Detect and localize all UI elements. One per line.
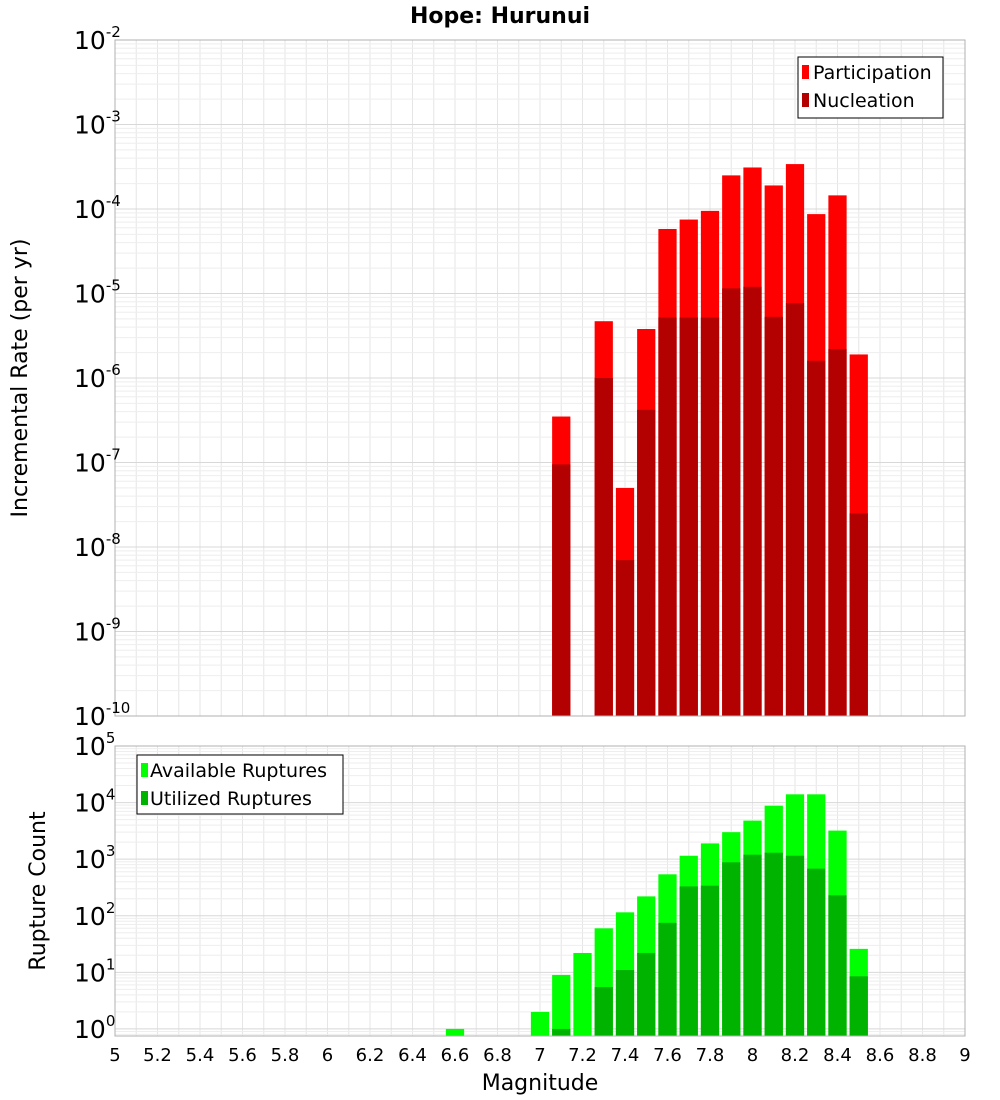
x-tick-label: 6.8 (483, 1045, 512, 1066)
count-y-axis-label: Rupture Count (26, 811, 51, 971)
x-tick-label: 7.2 (568, 1045, 597, 1066)
bar-nucleation (679, 317, 698, 716)
x-axis-label: Magnitude (482, 1071, 599, 1096)
legend-swatch-utilized (141, 791, 148, 805)
x-tick-label: 8.6 (866, 1045, 895, 1066)
x-tick-label: 7.4 (611, 1045, 640, 1066)
y-tick-label: 10-8 (74, 530, 121, 562)
bar-utilized-ruptures (743, 854, 762, 1036)
x-tick-label: 5.2 (143, 1045, 172, 1066)
y-tick-label: 105 (74, 729, 115, 761)
x-tick-label: 7.6 (653, 1045, 682, 1066)
bar-utilized-ruptures (552, 1028, 571, 1036)
bar-nucleation (828, 349, 847, 716)
bar-utilized-ruptures (849, 976, 868, 1036)
rate-bars (552, 164, 868, 717)
bar-utilized-ruptures (722, 862, 741, 1036)
bar-nucleation (722, 288, 741, 716)
y-tick-label: 10-5 (74, 277, 121, 309)
legend-label-participation: Participation (813, 62, 932, 84)
y-tick-label: 10-3 (74, 108, 121, 140)
y-tick-label: 10-10 (74, 699, 130, 731)
x-tick-label: 8.4 (823, 1045, 852, 1066)
bar-utilized-ruptures (785, 855, 805, 1036)
x-tick-label: 6.6 (441, 1045, 470, 1066)
y-tick-label: 10-2 (74, 23, 121, 55)
x-tick-label: 5.4 (186, 1045, 215, 1066)
rate-y-axis-label: Incremental Rate (per yr) (8, 239, 33, 518)
rate-legend: Participation Nucleation (797, 56, 944, 119)
bar-available-ruptures (573, 952, 592, 1036)
y-tick-label: 10-4 (74, 192, 121, 224)
x-tick-label: 8 (747, 1045, 758, 1066)
rate-y-tick-labels: 10-10 10-9 10-8 10-7 10-6 10-5 10-4 10-3 10-2 (74, 23, 130, 731)
y-tick-label: 101 (74, 955, 115, 987)
x-tick-label: 6 (322, 1045, 333, 1066)
x-tick-labels: 5 5.2 5.4 5.6 5.8 6 6.2 6.4 6.6 6.8 7 7.2 7.4 7.6 7.8 8… (109, 1045, 970, 1066)
bar-utilized-ruptures (594, 987, 613, 1036)
count-legend: Available Ruptures Utilized Ruptures (136, 754, 344, 815)
legend-label-utilized: Utilized Ruptures (150, 788, 312, 810)
y-tick-label: 10-6 (74, 361, 121, 393)
bar-nucleation (764, 316, 783, 716)
legend-swatch-nucleation (802, 93, 809, 107)
x-tick-label: 7 (534, 1045, 545, 1066)
y-tick-label: 10-7 (74, 446, 121, 478)
chart-title: Hope: Hurunui (410, 4, 590, 29)
bar-utilized-ruptures (679, 886, 698, 1036)
count-plot-frame (114, 745, 966, 1037)
x-tick-label: 5.6 (228, 1045, 257, 1066)
rate-panel: 10-10 10-9 10-8 10-7 10-6 10-5 10-4 10-3 10-2 In… (8, 23, 966, 731)
bar-nucleation (594, 378, 613, 716)
count-y-tick-labels: 100 101 102 103 104 105 (74, 729, 115, 1044)
x-tick-label: 5.8 (271, 1045, 300, 1066)
y-tick-label: 102 (74, 899, 115, 931)
count-bars (445, 794, 868, 1036)
legend-label-available: Available Ruptures (150, 760, 327, 782)
bar-utilized-ruptures (764, 852, 783, 1036)
x-tick-label: 8.8 (908, 1045, 937, 1066)
bar-nucleation (849, 513, 868, 716)
bar-nucleation (658, 317, 677, 716)
x-tick-label: 7.8 (696, 1045, 725, 1066)
bar-nucleation (637, 409, 656, 716)
rate-plot-frame (114, 39, 966, 717)
bar-utilized-ruptures (807, 868, 826, 1036)
x-tick-label: 9 (959, 1045, 970, 1066)
rate-legend-box (797, 56, 944, 119)
x-tick-label: 6.2 (356, 1045, 385, 1066)
bar-utilized-ruptures (700, 885, 720, 1036)
legend-label-nucleation: Nucleation (813, 90, 915, 112)
legend-swatch-available (141, 763, 148, 777)
y-tick-label: 10-9 (74, 615, 121, 647)
bar-nucleation (552, 464, 571, 716)
bar-nucleation (700, 317, 720, 716)
x-tick-label: 5 (109, 1045, 120, 1066)
y-tick-label: 104 (74, 786, 115, 818)
count-legend-box (136, 754, 344, 815)
y-tick-label: 100 (74, 1012, 115, 1044)
bar-nucleation (615, 560, 635, 716)
count-panel: 100 101 102 103 104 105 Rupture Count Availab… (26, 729, 966, 1044)
bar-nucleation (785, 303, 805, 716)
bar-nucleation (807, 360, 826, 716)
x-tick-label: 6.4 (398, 1045, 427, 1066)
bar-available-ruptures (552, 974, 571, 1036)
legend-swatch-participation (802, 65, 809, 79)
bar-available-ruptures (530, 1011, 550, 1036)
bar-utilized-ruptures (637, 952, 656, 1036)
bar-utilized-ruptures (615, 970, 635, 1036)
bar-nucleation (743, 286, 762, 716)
bar-available-ruptures (445, 1028, 465, 1036)
x-tick-label: 8.2 (781, 1045, 810, 1066)
y-tick-label: 103 (74, 842, 115, 874)
bar-utilized-ruptures (828, 895, 847, 1036)
bar-utilized-ruptures (658, 922, 677, 1036)
